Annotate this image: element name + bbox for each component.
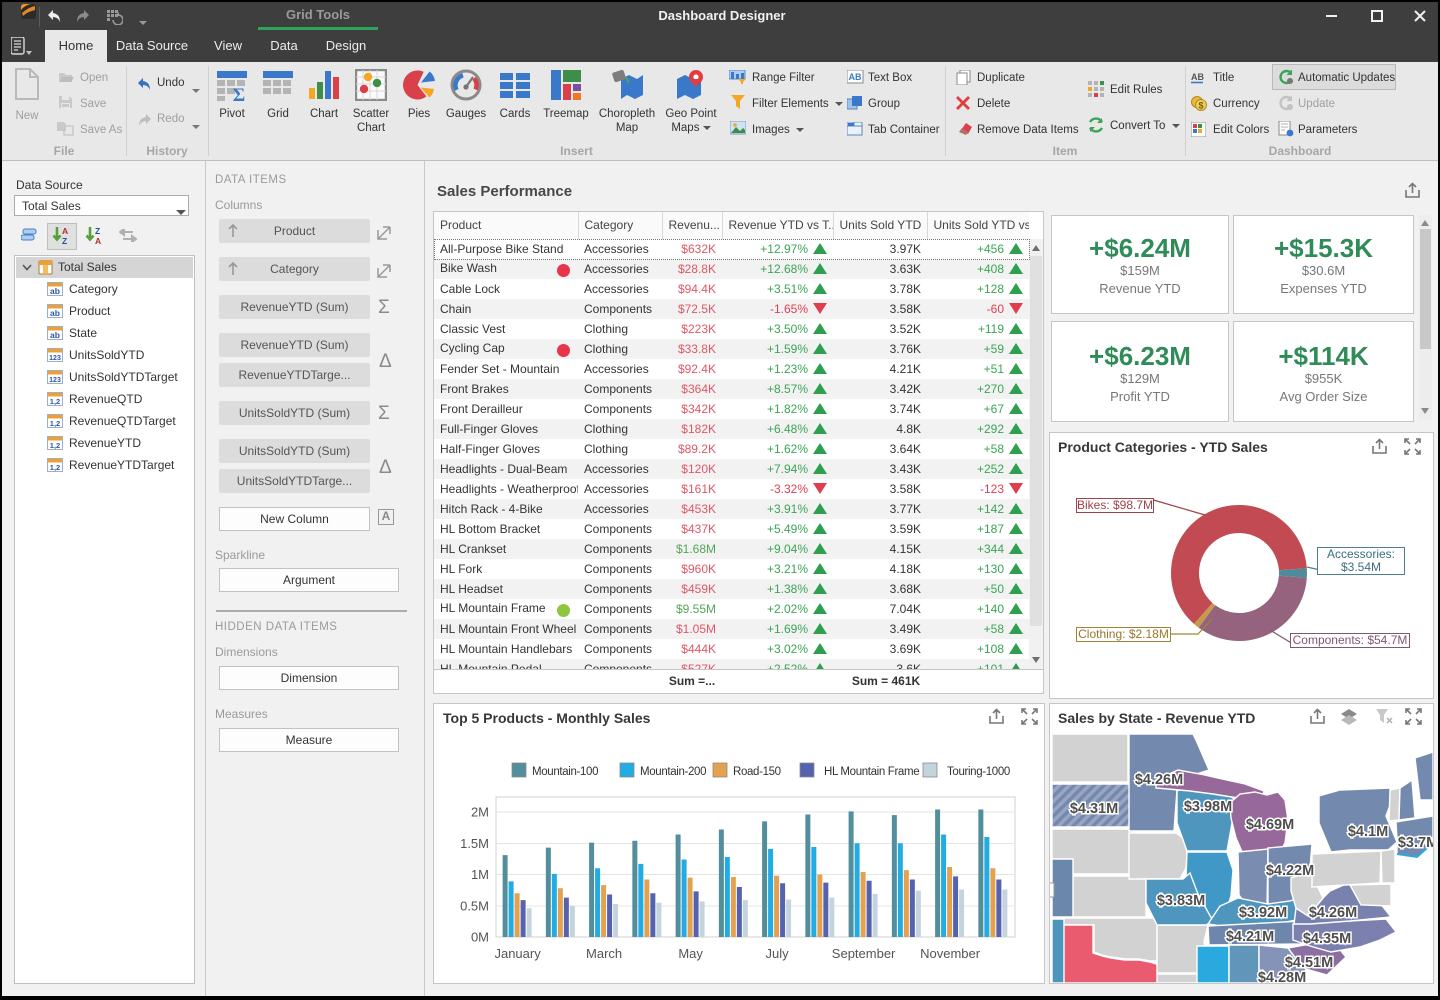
svg-text:$4.21M: $4.21M: [1226, 929, 1274, 945]
svg-text:HL Mountain Frame: HL Mountain Frame: [824, 766, 919, 778]
svg-text:$4.69M: $4.69M: [1246, 817, 1294, 833]
svg-text:March: March: [586, 946, 622, 961]
svg-text:A: A: [95, 236, 101, 245]
svg-text:0M: 0M: [471, 930, 489, 945]
svg-text:$4.31M: $4.31M: [1070, 801, 1118, 817]
svg-text:May: May: [678, 946, 703, 961]
svg-text:Touring-1000: Touring-1000: [947, 766, 1010, 778]
svg-text:Z: Z: [62, 236, 67, 245]
svg-text:$4.22M: $4.22M: [1266, 863, 1314, 879]
svg-text:Road-150: Road-150: [733, 766, 781, 778]
svg-text:January: January: [494, 946, 541, 961]
svg-text:$3.83M: $3.83M: [1157, 893, 1205, 909]
svg-text:$3.7M: $3.7M: [1398, 835, 1433, 851]
svg-text:$4.28M: $4.28M: [1258, 970, 1306, 983]
svg-text:September: September: [832, 946, 896, 961]
svg-text:$3.92M: $3.92M: [1239, 905, 1287, 921]
svg-text:$4.1M: $4.1M: [1348, 824, 1388, 840]
svg-text:$3.98M: $3.98M: [1184, 799, 1232, 815]
svg-text:November: November: [920, 946, 981, 961]
svg-text:$4.26M: $4.26M: [1309, 905, 1357, 921]
svg-text:Mountain-100: Mountain-100: [532, 766, 598, 778]
svg-text:2M: 2M: [471, 805, 489, 820]
svg-text:1.5M: 1.5M: [460, 836, 489, 851]
svg-text:Σ: Σ: [233, 85, 245, 101]
svg-text:$4.51M: $4.51M: [1285, 955, 1333, 971]
svg-text:$4.26M: $4.26M: [1135, 772, 1183, 788]
svg-text:July: July: [766, 946, 790, 961]
svg-text:Z: Z: [95, 226, 100, 236]
svg-text:Mountain-200: Mountain-200: [640, 766, 706, 778]
svg-text:A: A: [62, 226, 68, 236]
svg-text:AB: AB: [849, 72, 862, 82]
svg-text:0.5M: 0.5M: [460, 899, 489, 914]
svg-text:AB: AB: [1191, 72, 1204, 82]
svg-text:$: $: [1198, 101, 1203, 111]
svg-text:$4.35M: $4.35M: [1303, 931, 1351, 947]
svg-text:1M: 1M: [471, 867, 489, 882]
